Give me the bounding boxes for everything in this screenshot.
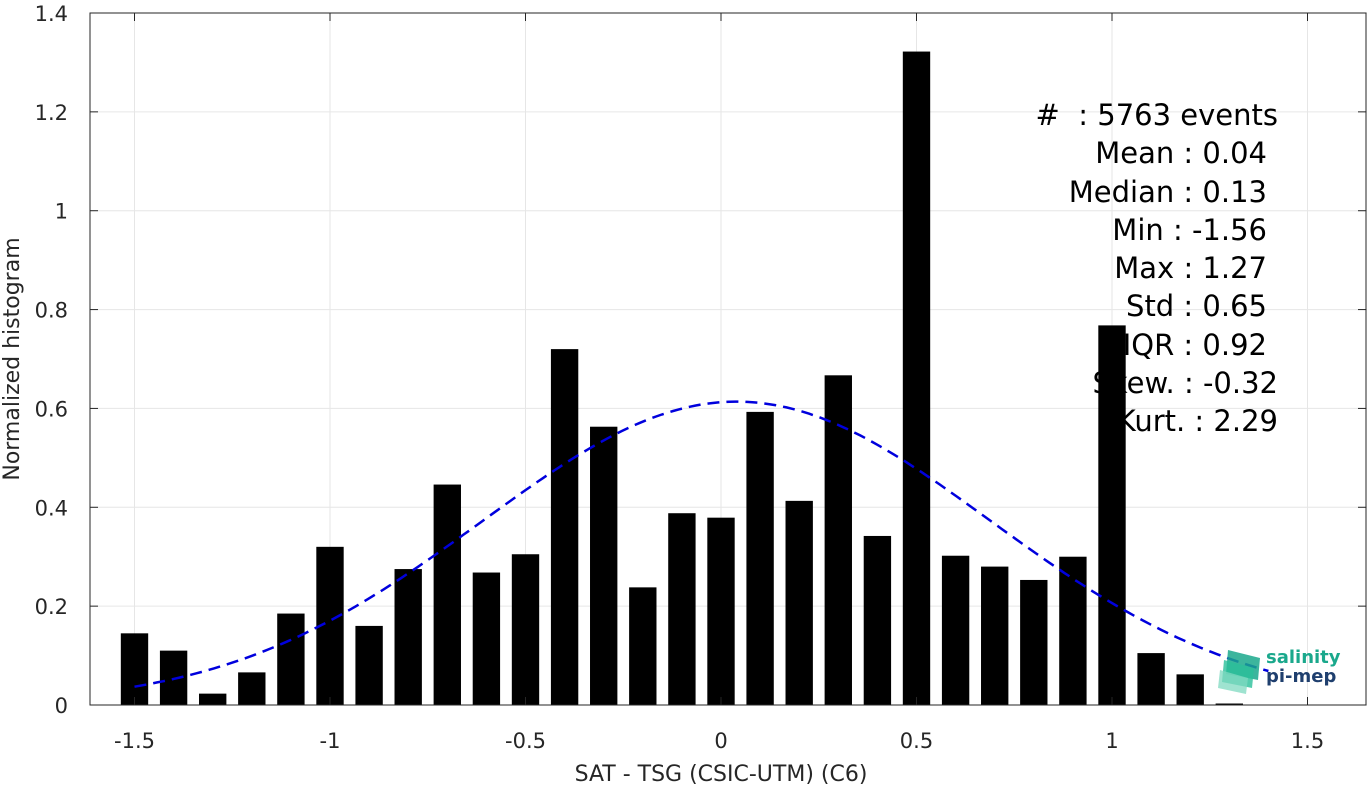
histogram-bar [277,613,305,705]
histogram-bar [1215,703,1243,705]
y-tick-label: 0.4 [35,496,68,520]
normal-fit-curve [134,400,1269,688]
y-tick-label: 0 [55,694,68,718]
histogram-bar [238,672,266,705]
histogram-bar [746,411,774,705]
y-tick-label: 1.4 [35,2,68,26]
x-tick-label: 0.5 [900,729,933,753]
stat-skew: Skew. : -0.32 [1092,366,1278,401]
histogram-bar [863,535,892,705]
histogram-bar [668,513,696,705]
histogram-bar [590,426,618,705]
logo-line-2: pi-mep [1266,666,1337,687]
histogram-bar [550,349,579,705]
histogram-bar [355,625,383,705]
x-tick-label: -1.5 [114,729,155,753]
y-tick-label: 1.2 [35,101,68,125]
histogram-bar [120,633,149,705]
histogram-bar [472,572,501,705]
y-tick-label: 0.2 [35,595,68,619]
histogram-bar [1059,556,1087,705]
y-tick-label: 0.6 [35,397,68,421]
wave-logo-icon [1218,650,1260,694]
histogram-bar [629,587,657,705]
histogram-bar [785,500,813,705]
axis-ticks: -1.5 -1 -0.5 0 0.5 1 1.5 0 0.2 0.4 0.6 0.8 1 1.2 1.4 [35,2,1366,753]
y-axis-label: Normalized histogram [0,237,25,480]
stat-max: Max : 1.27 [1114,251,1267,286]
x-tick-label: 0 [714,729,727,753]
stat-count: # : 5763 events [1035,98,1278,132]
histogram-bar [199,693,227,705]
histogram-bars [120,51,1243,706]
histogram-bar [707,517,735,705]
histogram-bar [902,51,931,706]
stat-median: Median : 0.13 [1068,174,1267,209]
histogram-bar [1020,579,1048,705]
histogram-bar [511,554,540,705]
stat-iqr: IQR : 0.92 [1122,327,1267,362]
histogram-bar [1176,674,1204,705]
stat-kurt: Kurt. : 2.29 [1116,404,1278,439]
y-tick-label: 0.8 [35,299,68,323]
salinity-pimep-logo: salinity pi-mep [1218,646,1348,696]
histogram-bar [941,555,970,705]
x-tick-label: 1 [1105,729,1118,753]
stat-mean: Mean : 0.04 [1095,136,1267,171]
stat-min: Min : -1.56 [1112,212,1267,247]
logo-line-1: salinity [1266,647,1341,668]
histogram-bar [433,484,461,705]
histogram-bar [1137,653,1165,705]
histogram-bar [394,569,422,705]
x-tick-label: -1 [320,729,341,753]
histogram-bar [981,566,1009,705]
x-tick-label: 1.5 [1291,729,1324,753]
x-tick-label: -0.5 [505,729,546,753]
y-tick-label: 1 [55,200,68,224]
stat-std: Std : 0.65 [1126,289,1267,324]
axes-box [89,12,1367,706]
x-axis-label: SAT - TSG (CSIC-UTM) (C6) [575,762,868,785]
stats-box: # : 5763 events Mean : 0.04 Median : 0.1… [900,96,1278,441]
histogram-bar [1098,325,1126,705]
